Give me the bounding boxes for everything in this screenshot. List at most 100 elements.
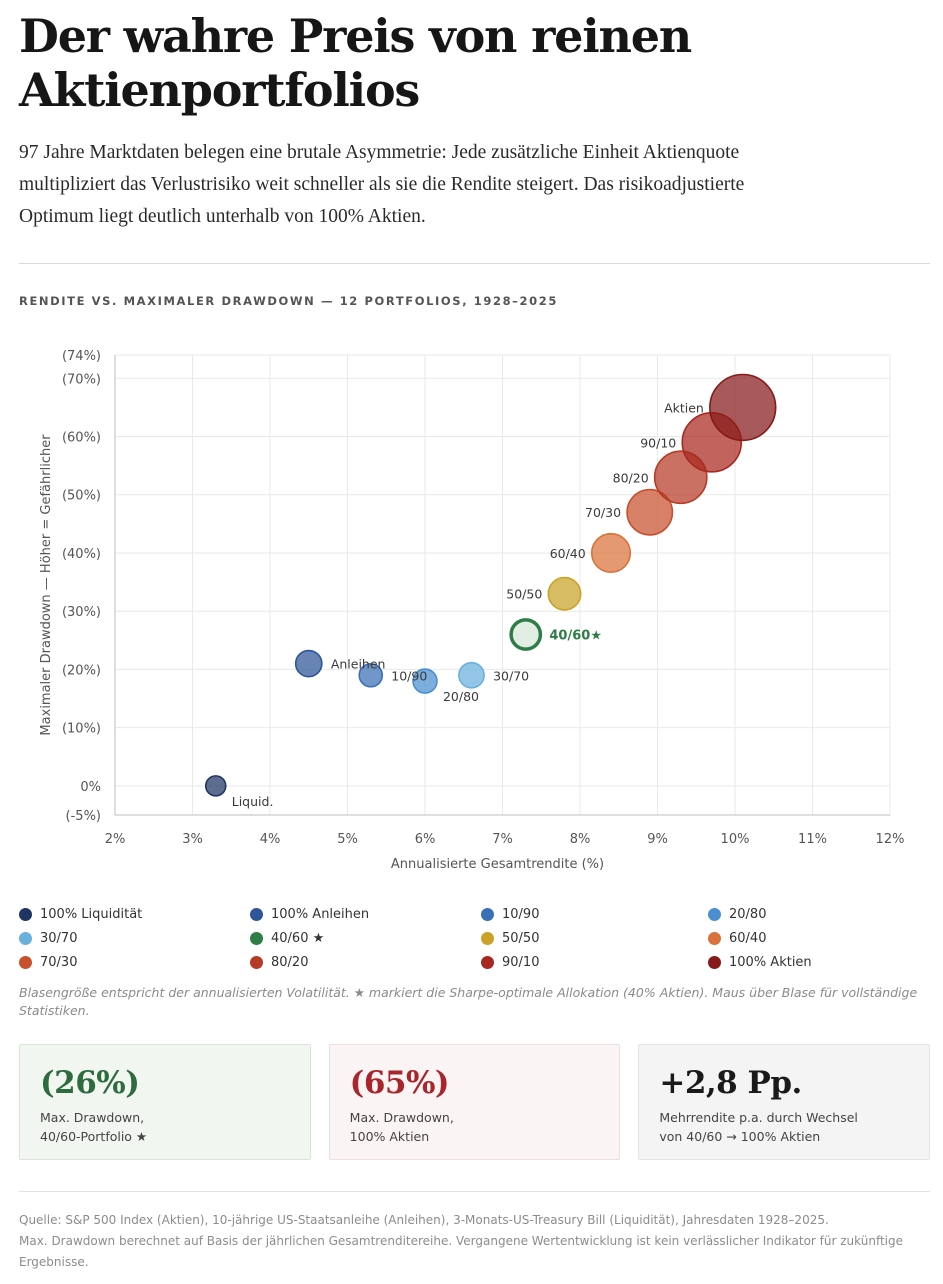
bubble-chart: 2% 3% 4% 5% 6% 7% 8% 9% 10% 11% 12% (-5%) 0% (10%) (20… — [39, 349, 904, 872]
legend-swatch — [19, 907, 32, 921]
legend-swatch — [481, 907, 494, 921]
x-tick-label: 12% — [876, 832, 905, 847]
x-tick-label: 7% — [492, 832, 513, 847]
y-tick-label: 0% — [80, 780, 101, 795]
legend-item: 100% Liquidität — [19, 905, 250, 923]
chart-axes: 2% 3% 4% 5% 6% 7% 8% 9% 10% 11% 12% (-5%) 0% (10%) (20… — [39, 349, 904, 872]
bubble-label: 40/60★ — [549, 628, 602, 643]
source-note: Quelle: S&P 500 Index (Aktien), 10-jähri… — [19, 1210, 919, 1273]
chart-legend: 100% Liquidität 100% Anleihen 10/90 20/80 30… — [19, 905, 930, 971]
bubble-label: 80/20 — [613, 470, 649, 485]
x-axis-title: Annualisierte Gesamtrendite (%) — [391, 857, 604, 872]
stat-card-mehrrendite: +2,8 Pp. Mehrrendite p.a. durch Wechsel … — [638, 1044, 931, 1160]
bubble-point — [709, 373, 777, 442]
legend-item: 100% Aktien — [708, 953, 930, 971]
legend-label: 40/60 ★ — [271, 930, 325, 946]
x-tick-label: 8% — [570, 832, 591, 847]
bubble-label: 90/10 — [640, 435, 676, 450]
legend-swatch — [19, 931, 32, 945]
legend-swatch — [481, 931, 494, 945]
legend-label: 100% Aktien — [729, 954, 812, 970]
chart-bubbles — [204, 373, 777, 797]
x-tick-label: 5% — [337, 832, 358, 847]
y-tick-label: (40%) — [62, 547, 101, 562]
legend-item: 80/20 — [250, 953, 481, 971]
bubble-label: Anleihen — [331, 657, 386, 672]
bubble-point — [626, 488, 674, 536]
legend-label: 30/70 — [40, 930, 78, 946]
source-line-1: Quelle: S&P 500 Index (Aktien), 10-jähri… — [19, 1213, 829, 1227]
footer-divider — [19, 1191, 930, 1192]
stat-card-value: (26%) — [40, 1065, 140, 1101]
legend-item: 50/50 — [481, 929, 708, 947]
stat-card-100-aktien: (65%) Max. Drawdown, 100% Aktien — [328, 1044, 621, 1160]
legend-item: 40/60 ★ — [250, 929, 481, 947]
x-tick-label: 4% — [260, 832, 281, 847]
divider — [19, 263, 930, 264]
legend-item: 100% Anleihen — [250, 905, 481, 923]
bubble-label: Liquid. — [232, 794, 274, 809]
source-line-2: Max. Drawdown berechnet auf Basis der jä… — [19, 1234, 903, 1269]
legend-label: 80/20 — [271, 954, 309, 970]
bubble-label: 10/90 — [391, 668, 427, 683]
chart-note: Blasengröße entspricht der annualisierte… — [19, 985, 918, 1018]
bubble-label: 20/80 — [443, 689, 479, 704]
x-tick-label: 3% — [182, 832, 203, 847]
legend-swatch — [708, 907, 721, 921]
chart-grid — [114, 354, 891, 816]
legend-item: 30/70 — [19, 929, 250, 947]
bubble-point — [590, 532, 632, 574]
legend-label: 100% Liquidität — [40, 906, 143, 922]
legend-item: 60/40 — [708, 929, 930, 947]
legend-label: 90/10 — [502, 954, 540, 970]
legend-label: 10/90 — [502, 906, 540, 922]
page-title: Der wahre Preis von reinen Aktienportfol… — [19, 9, 692, 117]
x-tick-label: 10% — [721, 832, 750, 847]
legend-swatch — [250, 907, 263, 921]
chart-section-label: RENDITE VS. MAXIMALER DRAWDOWN — 12 PORT… — [19, 294, 558, 308]
x-tick-label: 6% — [415, 832, 436, 847]
bubble-label: Aktien — [664, 400, 704, 415]
legend-swatch — [19, 955, 32, 969]
page-subtitle: 97 Jahre Marktdaten belegen eine brutale… — [19, 142, 745, 227]
header: Der wahre Preis von reinen Aktienportfol… — [19, 0, 930, 308]
legend-label: 50/50 — [502, 930, 540, 946]
y-tick-label: (60%) — [62, 431, 101, 446]
legend-item: 70/30 — [19, 953, 250, 971]
bubble-point — [204, 775, 227, 797]
legend-label: 100% Anleihen — [271, 906, 370, 922]
chart-bubble-labels: Liquid. Anleihen 10/90 20/80 30/70 40/60★ 50/5… — [232, 400, 704, 808]
y-tick-label: (30%) — [62, 605, 101, 620]
stat-cards: (26%) Max. Drawdown, 40/60-Portfolio ★ (… — [19, 1044, 931, 1160]
y-tick-label: (50%) — [62, 489, 101, 504]
x-tick-label: 9% — [647, 832, 668, 847]
y-tick-label: (20%) — [62, 663, 101, 678]
stat-card-value: (65%) — [349, 1065, 450, 1101]
legend-swatch — [708, 955, 721, 969]
bubble-label: 70/30 — [585, 505, 621, 520]
stat-card-label: Max. Drawdown, 100% Aktien — [349, 1110, 454, 1144]
stat-card-40-60: (26%) Max. Drawdown, 40/60-Portfolio ★ — [19, 1044, 311, 1160]
x-tick-label: 2% — [105, 832, 126, 847]
legend-label: 70/30 — [40, 954, 78, 970]
bubble-label: 50/50 — [506, 587, 542, 602]
bubble-label: 60/40 — [550, 546, 586, 561]
bubble-point — [458, 661, 485, 689]
y-axis-title: Maximaler Drawdown — Höher = Gefährliche… — [39, 434, 54, 736]
stat-card-label: Mehrrendite p.a. durch Wechsel von 40/60… — [659, 1110, 858, 1144]
y-tick-label: (70%) — [62, 372, 101, 387]
legend-label: 60/40 — [729, 930, 767, 946]
bubble-label: 30/70 — [493, 668, 529, 683]
legend-item: 10/90 — [481, 905, 708, 923]
bubble-point — [547, 576, 582, 611]
y-tick-label: (-5%) — [66, 809, 101, 824]
legend-swatch — [250, 955, 263, 969]
bubble-point — [294, 649, 323, 678]
legend-item: 90/10 — [481, 953, 708, 971]
legend-swatch — [708, 931, 721, 945]
bubble-point — [358, 662, 384, 688]
bubble-point — [412, 668, 438, 694]
legend-swatch — [250, 931, 263, 945]
bubble-point — [509, 618, 543, 651]
stat-card-label: Max. Drawdown, 40/60-Portfolio ★ — [40, 1110, 148, 1144]
